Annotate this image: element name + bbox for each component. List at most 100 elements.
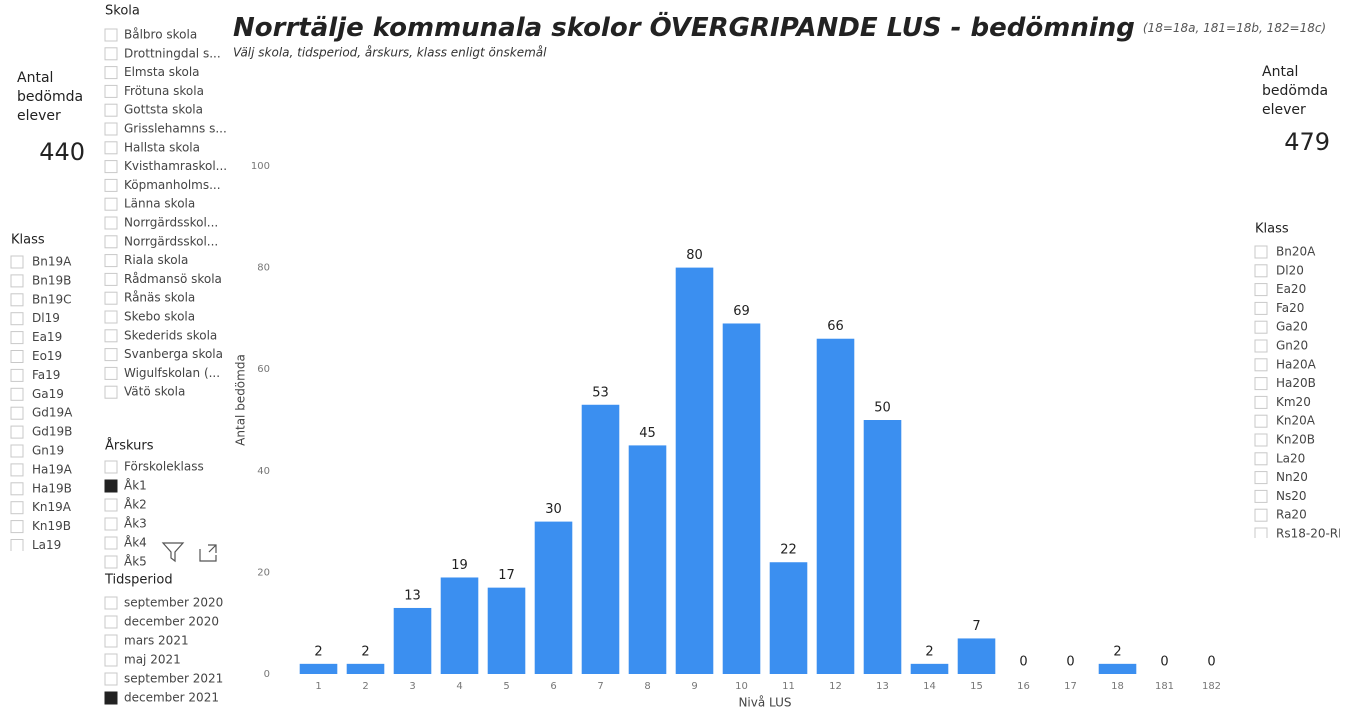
checkbox[interactable] [1254, 245, 1268, 259]
slicer-item[interactable]: Gn19 [32, 444, 64, 458]
slicer-item[interactable]: Skebo skola [124, 310, 195, 324]
checkbox[interactable] [10, 255, 24, 269]
slicer-item[interactable]: Åk3 [124, 516, 147, 531]
slicer-item[interactable]: Gd19B [32, 425, 72, 439]
checkbox[interactable] [10, 463, 24, 477]
slicer-item[interactable]: Svanberga skola [124, 347, 223, 361]
slicer-item[interactable]: Kn20B [1276, 433, 1315, 447]
slicer-item[interactable]: Ea19 [32, 330, 62, 344]
checkbox[interactable] [10, 482, 24, 496]
checkbox[interactable] [1254, 471, 1268, 485]
checkbox[interactable] [104, 28, 118, 42]
checkbox[interactable] [1254, 527, 1268, 540]
checkbox[interactable] [10, 293, 24, 307]
slicer-item[interactable]: Elmsta skola [124, 65, 200, 79]
checkbox[interactable] [104, 310, 118, 324]
slicer-item[interactable]: Köpmanholms... [124, 178, 221, 192]
slicer-item[interactable]: Ns20 [1276, 489, 1307, 503]
slicer-item[interactable]: Km20 [1276, 395, 1311, 409]
slicer-item[interactable]: Åk1 [124, 478, 147, 493]
slicer-item[interactable]: september 2020 [124, 596, 223, 610]
checkbox[interactable] [104, 329, 118, 343]
slicer-item[interactable]: Riala skola [124, 253, 188, 267]
checkbox[interactable] [10, 350, 24, 363]
slicer-item[interactable]: Ga20 [1276, 320, 1308, 334]
slicer-item[interactable]: Bn19A [32, 255, 72, 269]
slicer-item[interactable]: Förskoleklass [124, 460, 204, 474]
slicer-item[interactable]: Nn20 [1276, 470, 1308, 484]
slicer-item[interactable]: Gd19A [32, 406, 73, 420]
slicer-item[interactable]: mars 2021 [124, 634, 189, 648]
slicer-item[interactable]: Fa20 [1276, 301, 1304, 315]
checkbox[interactable] [104, 498, 118, 512]
checkbox[interactable] [1254, 489, 1268, 503]
slicer-item[interactable]: september 2021 [124, 672, 223, 686]
checkbox[interactable] [10, 312, 24, 326]
slicer-item[interactable]: Vätö skola [124, 385, 185, 399]
slicer-item[interactable]: Ha19B [32, 481, 72, 495]
slicer-item[interactable]: Gn20 [1276, 339, 1308, 353]
slicer-item[interactable]: Ea20 [1276, 282, 1306, 296]
filter-icon[interactable] [161, 542, 185, 563]
slicer-item[interactable]: Hallsta skola [124, 140, 200, 154]
checkbox[interactable] [10, 406, 24, 420]
checkbox[interactable] [104, 103, 118, 117]
checkbox[interactable] [104, 84, 118, 98]
checkbox[interactable] [10, 368, 24, 382]
slicer-item[interactable]: Länna skola [124, 197, 195, 211]
slicer-item[interactable]: Grisslehamns s... [124, 122, 227, 136]
slicer-item[interactable]: Drottningdal s... [124, 46, 221, 60]
slicer-item[interactable]: Bn20A [1276, 245, 1316, 259]
slicer-item[interactable]: december 2020 [124, 615, 219, 629]
expand-icon[interactable] [199, 544, 217, 562]
checkbox[interactable] [104, 216, 118, 230]
checkbox[interactable] [1254, 377, 1268, 391]
checkbox[interactable] [104, 596, 118, 610]
slicer-item[interactable]: Ha19A [32, 462, 73, 476]
checkbox[interactable] [104, 672, 118, 686]
checkbox[interactable] [104, 160, 118, 174]
slicer-item[interactable]: Ga19 [32, 387, 64, 401]
slicer-item[interactable]: La19 [32, 538, 61, 552]
slicer-item[interactable]: Ha20B [1276, 376, 1316, 390]
checkbox[interactable] [104, 291, 118, 305]
checkbox[interactable] [104, 272, 118, 286]
slicer-item[interactable]: Bålbro skola [124, 28, 197, 42]
slicer-item[interactable]: Kn19A [32, 500, 72, 514]
slicer-item[interactable]: Norrgärdsskol... [124, 216, 218, 230]
checkbox[interactable] [104, 47, 118, 61]
slicer-item[interactable]: Rs18-20-RF [1276, 527, 1345, 541]
checkbox[interactable] [104, 691, 118, 705]
slicer-item[interactable]: La20 [1276, 451, 1305, 465]
checkbox[interactable] [1254, 395, 1268, 409]
slicer-item[interactable]: Åk4 [124, 535, 147, 550]
checkbox[interactable] [10, 444, 24, 458]
checkbox[interactable] [104, 197, 118, 211]
slicer-item[interactable]: Åk2 [124, 497, 147, 512]
slicer-item[interactable]: Bn19B [32, 273, 71, 287]
checkbox[interactable] [1254, 283, 1268, 297]
slicer-item[interactable]: maj 2021 [124, 653, 181, 667]
checkbox[interactable] [104, 122, 118, 136]
slicer-item[interactable]: december 2021 [124, 691, 219, 705]
checkbox[interactable] [104, 615, 118, 629]
checkbox[interactable] [104, 366, 118, 380]
checkbox[interactable] [104, 235, 118, 249]
checkbox[interactable] [10, 274, 24, 288]
checkbox[interactable] [104, 348, 118, 362]
checkbox[interactable] [104, 517, 118, 531]
checkbox[interactable] [104, 479, 118, 493]
slicer-item[interactable]: Dl19 [32, 311, 60, 325]
checkbox[interactable] [1254, 414, 1268, 428]
checkbox[interactable] [10, 539, 24, 552]
checkbox[interactable] [104, 178, 118, 192]
checkbox[interactable] [104, 66, 118, 80]
slicer-item[interactable]: Rådmansö skola [124, 272, 222, 286]
slicer-item[interactable]: Gottsta skola [124, 103, 203, 117]
slicer-item[interactable]: Norrgärdsskol... [124, 234, 218, 248]
slicer-item[interactable]: Frötuna skola [124, 84, 204, 98]
slicer-item[interactable]: Ra20 [1276, 508, 1307, 522]
checkbox[interactable] [1254, 301, 1268, 315]
checkbox[interactable] [104, 385, 118, 399]
checkbox[interactable] [1254, 339, 1268, 353]
